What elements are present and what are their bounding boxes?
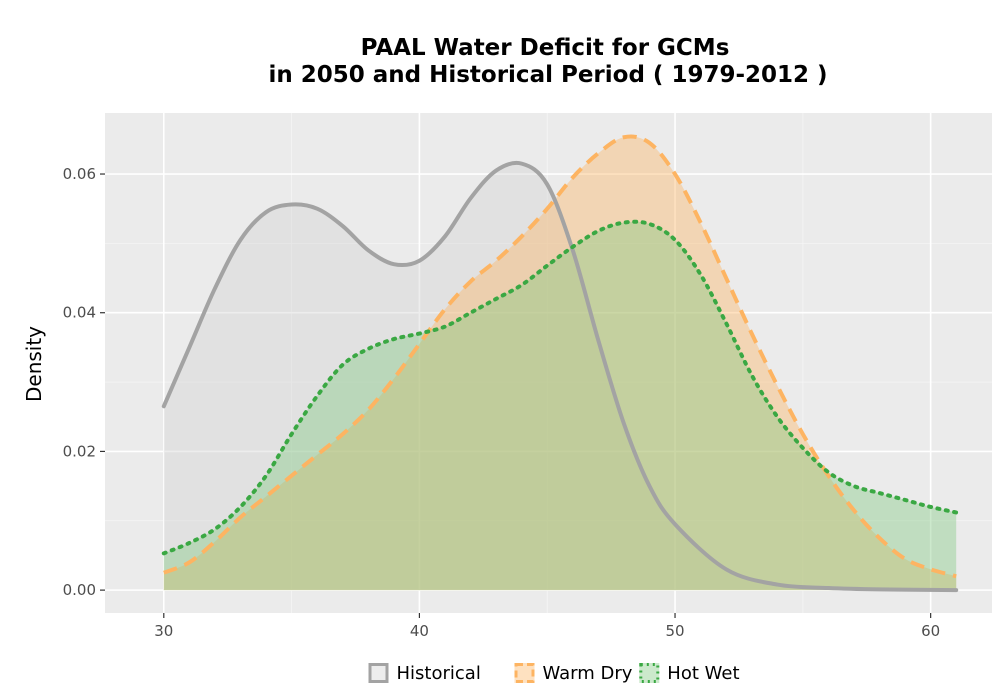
y-tick-label: 0.06 [63, 165, 96, 183]
y-tick-label: 0.04 [63, 304, 96, 322]
legend-key-historical [368, 663, 389, 683]
line-historical [161, 160, 959, 593]
area-hot-wet [163, 221, 957, 591]
y-axis: 0.00 0.02 0.04 0.06 [63, 165, 105, 599]
plot-panel [105, 113, 992, 613]
legend-item-hot-wet: Hot Wet [639, 663, 740, 684]
chart-title-line-1: PAAL Water Deficit for GCMs [361, 35, 730, 61]
y-tick-label: 0.02 [63, 442, 96, 460]
line-hot-wet [161, 219, 959, 556]
x-tick-label: 50 [665, 622, 684, 640]
x-tick-label: 30 [154, 622, 173, 640]
x-axis: 30 40 50 60 [154, 613, 940, 640]
y-tick-label: 0.00 [63, 581, 96, 599]
legend-key-hot-wet [639, 663, 660, 683]
legend-key-warm-dry [514, 663, 535, 683]
legend-swatch-historical [368, 663, 389, 683]
area-historical [163, 162, 957, 591]
legend-label-historical: Historical [397, 663, 481, 684]
chart-title-line-2: in 2050 and Historical Period ( 1979-201… [268, 62, 827, 88]
legend: Historical Warm Dry Hot Wet [368, 663, 740, 684]
x-tick-label: 40 [410, 622, 429, 640]
area-warm-dry [163, 136, 957, 591]
plot-background [105, 113, 992, 613]
legend-label-warm-dry: Warm Dry [543, 663, 633, 684]
x-tick-label: 60 [921, 622, 940, 640]
legend-item-warm-dry: Warm Dry [514, 663, 633, 684]
legend-item-historical: Historical [368, 663, 481, 684]
legend-swatch-warm-dry [514, 663, 535, 683]
legend-label-hot-wet: Hot Wet [667, 663, 739, 684]
legend-swatch-hot-wet [639, 663, 660, 683]
y-axis-title: Density [22, 326, 46, 402]
